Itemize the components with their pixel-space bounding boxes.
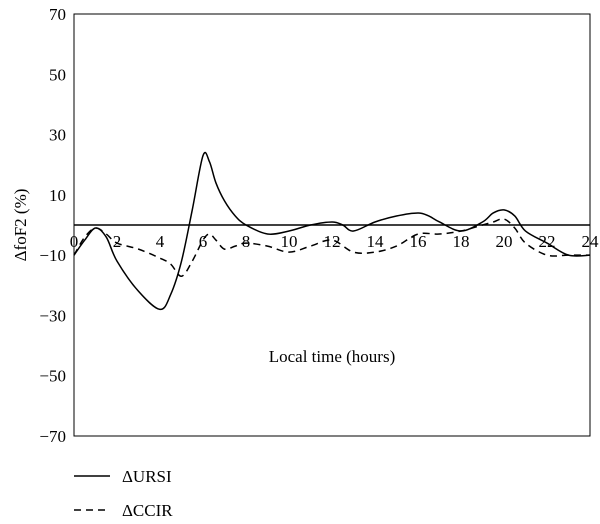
x-tick-label: 2 xyxy=(113,232,122,251)
x-tick-label: 14 xyxy=(367,232,385,251)
x-tick-label: 16 xyxy=(410,232,427,251)
x-tick-label: 24 xyxy=(582,232,600,251)
x-axis-title: Local time (hours) xyxy=(269,347,396,366)
y-tick-label: 50 xyxy=(49,65,66,84)
series-line-ccir xyxy=(73,218,590,277)
x-tick-label: 10 xyxy=(281,232,298,251)
series-line-ursi xyxy=(73,151,591,311)
series-lines xyxy=(73,151,591,311)
y-tick-label: −10 xyxy=(39,246,66,265)
y-tick-labels: 70 50 30 10 −10 −30 −50 −70 xyxy=(39,5,66,446)
y-tick-label: 30 xyxy=(49,126,66,145)
x-tick-label: 12 xyxy=(324,232,341,251)
y-tick-label: −30 xyxy=(39,306,66,325)
legend-label-ccir: ΔCCIR xyxy=(122,501,173,520)
legend: ΔURSI ΔCCIR xyxy=(74,467,173,520)
x-tick-label: 22 xyxy=(539,232,556,251)
x-tick-label: 0 xyxy=(70,232,79,251)
x-tick-label: 4 xyxy=(156,232,165,251)
y-tick-label: −70 xyxy=(39,427,66,446)
y-tick-label: 70 xyxy=(49,5,66,24)
legend-label-ursi: ΔURSI xyxy=(122,467,172,486)
x-tick-labels: 0 2 4 6 8 10 12 14 16 18 20 22 24 xyxy=(70,232,599,251)
x-tick-label: 18 xyxy=(453,232,470,251)
x-tick-label: 20 xyxy=(496,232,513,251)
y-tick-label: −50 xyxy=(39,367,66,386)
x-tick-label: 8 xyxy=(242,232,251,251)
y-axis-title: ΔfoF2 (%) xyxy=(11,189,30,262)
x-tick-label: 6 xyxy=(199,232,208,251)
y-tick-label: 10 xyxy=(49,186,66,205)
